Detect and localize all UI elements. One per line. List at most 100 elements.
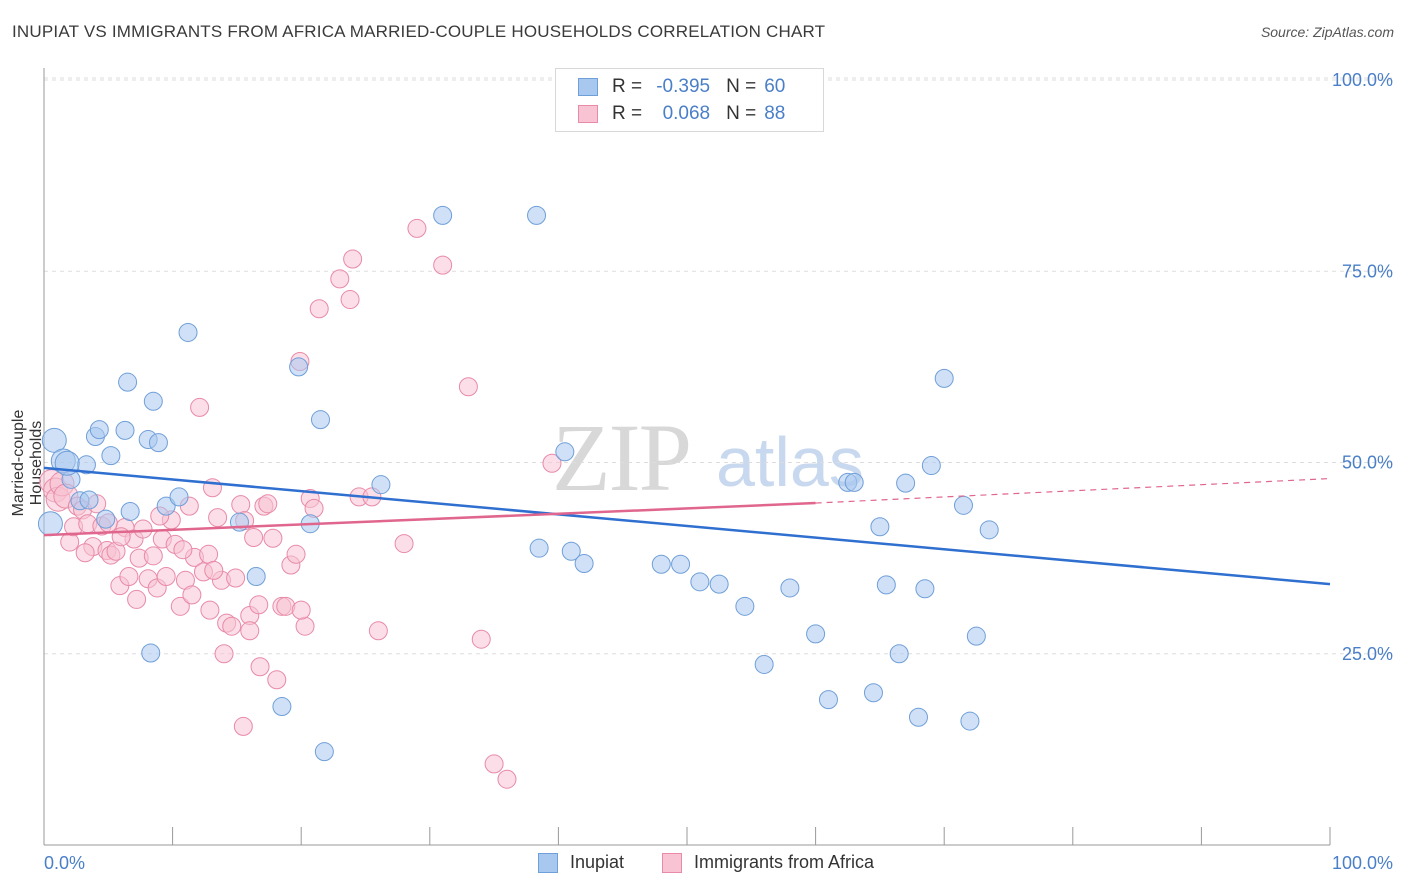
data-point: [979, 520, 999, 540]
data-point: [542, 453, 562, 473]
data-point: [371, 475, 391, 495]
x-tick-label: 100.0%: [1332, 853, 1393, 873]
data-point: [966, 626, 986, 646]
y-tick-label: 100.0%: [1332, 70, 1393, 90]
data-point: [394, 534, 414, 554]
data-point: [806, 624, 826, 644]
data-point: [208, 508, 228, 528]
data-point: [118, 372, 138, 392]
trend-lines: [43, 466, 1331, 586]
data-point: [267, 670, 287, 690]
legend-label-immigrants-from-africa: Immigrants from Africa: [694, 852, 875, 872]
data-point: [340, 290, 360, 310]
data-point: [119, 566, 139, 586]
data-point: [249, 595, 269, 615]
data-point: [214, 644, 234, 664]
x-tick-label: 0.0%: [44, 853, 85, 873]
data-point: [120, 501, 140, 521]
y-tick-label: 25.0%: [1342, 644, 1393, 664]
legend-row-inupiat: R = -0.395 N = 60: [578, 75, 785, 99]
source-label: Source: ZipAtlas.com: [1260, 24, 1394, 40]
data-point: [156, 566, 176, 586]
data-point: [330, 269, 350, 289]
grid-lines: [44, 77, 1392, 655]
legend-swatch-inupiat: [578, 78, 598, 96]
series-inupiat: [37, 205, 999, 762]
data-point: [896, 473, 916, 493]
legend-r-label: R =: [612, 76, 643, 97]
data-point: [844, 472, 864, 492]
data-point: [96, 509, 116, 529]
data-point: [960, 711, 980, 731]
correlation-legend: R = -0.395 N = 60 R = 0.068 N = 88: [555, 68, 824, 132]
data-point: [309, 299, 329, 319]
data-point: [497, 769, 517, 789]
data-point: [314, 742, 334, 762]
data-point: [263, 528, 283, 548]
data-point: [111, 527, 131, 547]
legend-item-inupiat[interactable]: Inupiat: [538, 852, 624, 873]
trend-line-inupiat: [43, 466, 1331, 586]
data-point: [115, 420, 135, 440]
data-point: [527, 205, 547, 225]
data-point: [190, 397, 210, 417]
data-point: [240, 621, 260, 641]
data-point: [222, 616, 242, 636]
data-point: [735, 596, 755, 616]
data-point: [471, 629, 491, 649]
legend-item-immigrants-from-africa[interactable]: Immigrants from Africa: [662, 852, 874, 873]
data-point: [169, 487, 189, 507]
chart-title: INUPIAT VS IMMIGRANTS FROM AFRICA MARRIE…: [12, 22, 826, 41]
data-point: [671, 554, 691, 574]
watermark-zip: ZIP: [552, 404, 692, 511]
data-point: [148, 433, 168, 453]
data-point: [915, 579, 935, 599]
data-point: [258, 494, 278, 514]
legend-n-value: 88: [764, 103, 786, 124]
data-point: [291, 600, 311, 620]
data-point: [484, 754, 504, 774]
data-point: [870, 517, 890, 537]
data-point: [934, 368, 954, 388]
legend-r-value: 0.068: [662, 103, 711, 124]
data-point: [170, 596, 190, 616]
data-point: [433, 205, 453, 225]
y-tick-label: 50.0%: [1342, 453, 1393, 473]
series-immigrants-from-africa: [39, 218, 562, 789]
data-point: [244, 527, 264, 547]
trend-line-immigrants-from-africa: [43, 501, 816, 537]
data-point: [953, 495, 973, 515]
data-point: [780, 578, 800, 598]
data-point: [233, 716, 253, 736]
legend-n-label: N =: [726, 103, 757, 124]
data-point: [908, 707, 928, 727]
data-point: [143, 546, 163, 566]
data-point: [75, 543, 95, 563]
data-point: [272, 697, 292, 717]
data-point: [368, 621, 388, 641]
data-point: [458, 377, 478, 397]
data-point: [143, 391, 163, 411]
legend-label-inupiat: Inupiat: [570, 852, 625, 872]
tick-labels: 25.0% 50.0% 75.0% 100.0% 0.0% 100.0%: [44, 70, 1393, 873]
data-point: [754, 654, 774, 674]
data-point: [709, 574, 729, 594]
data-point: [690, 572, 710, 592]
data-point: [101, 446, 121, 466]
data-point: [889, 644, 909, 664]
axes: [43, 68, 1331, 846]
data-point: [178, 322, 198, 342]
trend-line-immigrants-from-africa-extension: [815, 477, 1331, 504]
y-tick-label: 75.0%: [1342, 261, 1393, 281]
data-point: [876, 575, 896, 595]
data-point: [250, 657, 270, 677]
data-point: [226, 568, 246, 588]
data-point: [156, 496, 176, 516]
data-point: [651, 554, 671, 574]
data-point: [921, 456, 941, 476]
data-point: [199, 544, 219, 564]
legend-n-value: 60: [764, 76, 786, 97]
data-point: [133, 519, 153, 539]
data-point: [79, 490, 99, 510]
